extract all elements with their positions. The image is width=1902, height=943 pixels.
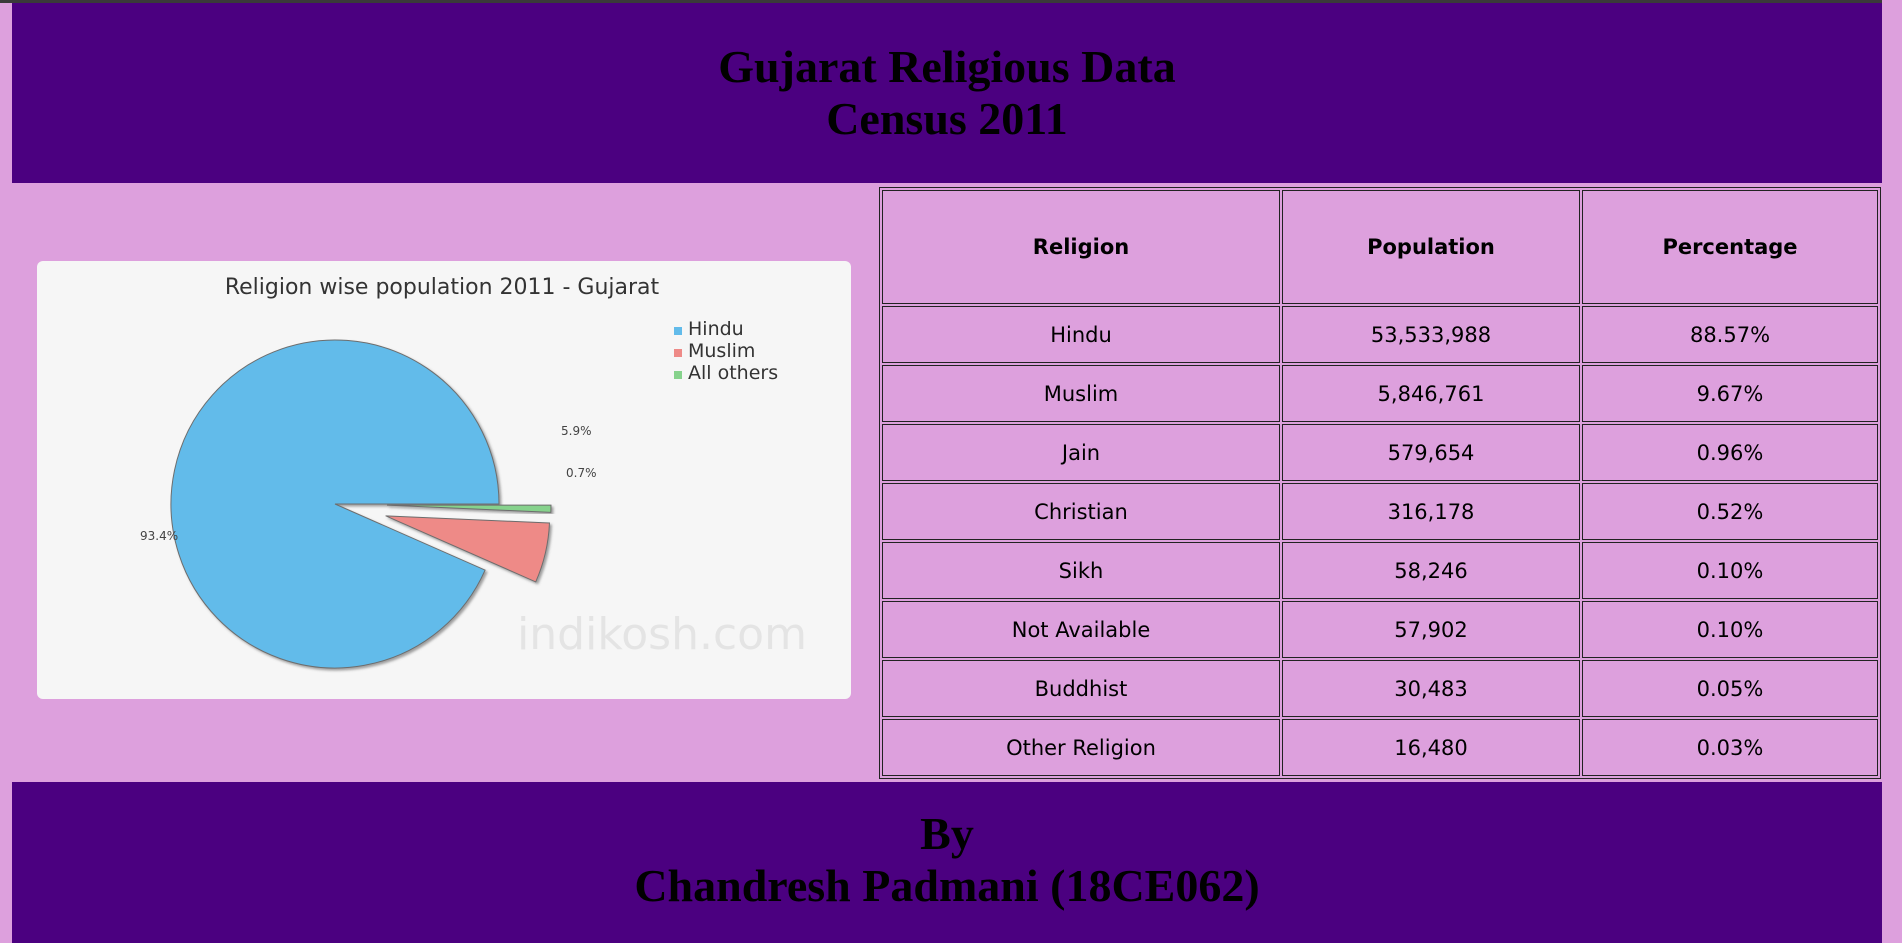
table-row: Hindu 53,533,988 88.57%	[882, 306, 1878, 363]
cell-percentage: 0.52%	[1582, 483, 1878, 540]
page-subtitle: Census 2011	[826, 93, 1068, 144]
cell-religion: Christian	[882, 483, 1280, 540]
table-row: Buddhist 30,483 0.05%	[882, 660, 1878, 717]
legend-swatch	[674, 371, 682, 379]
column-header-percentage: Percentage	[1582, 190, 1878, 304]
religion-data-table: Religion Population Percentage Hindu 53,5…	[879, 187, 1881, 779]
table-row: Jain 579,654 0.96%	[882, 424, 1878, 481]
pie-chart-image: Religion wise population 2011 - Gujarat …	[37, 261, 851, 699]
pie-slice-muslim	[385, 515, 551, 583]
cell-percentage: 0.10%	[1582, 542, 1878, 599]
footer-author: Chandresh Padmani (18CE062)	[634, 859, 1260, 911]
chart-watermark: indikosh.com	[517, 609, 807, 660]
cell-religion: Jain	[882, 424, 1280, 481]
cell-percentage: 0.10%	[1582, 601, 1878, 658]
cell-percentage: 88.57%	[1582, 306, 1878, 363]
table-row: Sikh 58,246 0.10%	[882, 542, 1878, 599]
pie-slice-hindu	[170, 339, 500, 669]
legend-label: Hindu	[688, 318, 744, 340]
table-header-row: Religion Population Percentage	[882, 190, 1878, 304]
pie-slice-label: 0.7%	[566, 466, 597, 480]
cell-population: 58,246	[1282, 542, 1580, 599]
page-title: Gujarat Religious Data	[718, 41, 1176, 92]
scrollbar[interactable]	[1882, 0, 1902, 943]
legend-swatch	[674, 349, 682, 357]
cell-religion: Not Available	[882, 601, 1280, 658]
column-header-population: Population	[1282, 190, 1580, 304]
cell-percentage: 0.03%	[1582, 719, 1878, 776]
chart-title: Religion wise population 2011 - Gujarat	[225, 275, 660, 300]
table-row: Other Religion 16,480 0.03%	[882, 719, 1878, 776]
cell-percentage: 9.67%	[1582, 365, 1878, 422]
cell-population: 53,533,988	[1282, 306, 1580, 363]
window-top-border	[0, 0, 1902, 3]
cell-population: 30,483	[1282, 660, 1580, 717]
cell-population: 16,480	[1282, 719, 1580, 776]
legend-swatch	[674, 327, 682, 335]
column-header-religion: Religion	[882, 190, 1280, 304]
footer-by: By	[920, 807, 974, 859]
cell-religion: Other Religion	[882, 719, 1280, 776]
cell-percentage: 0.05%	[1582, 660, 1878, 717]
pie-slice-label: 5.9%	[561, 424, 592, 438]
pie-slice-label: 93.4%	[140, 529, 178, 543]
cell-religion: Muslim	[882, 365, 1280, 422]
pie-chart: Religion wise population 2011 - Gujarat …	[140, 275, 807, 669]
legend-label: Muslim	[688, 340, 755, 362]
cell-population: 316,178	[1282, 483, 1580, 540]
cell-population: 579,654	[1282, 424, 1580, 481]
page-footer: By Chandresh Padmani (18CE062)	[12, 782, 1882, 943]
cell-religion: Sikh	[882, 542, 1280, 599]
cell-percentage: 0.96%	[1582, 424, 1878, 481]
cell-religion: Hindu	[882, 306, 1280, 363]
table-row: Muslim 5,846,761 9.67%	[882, 365, 1878, 422]
legend-label: All others	[688, 362, 778, 384]
table-row: Not Available 57,902 0.10%	[882, 601, 1878, 658]
table-row: Christian 316,178 0.52%	[882, 483, 1878, 540]
pie-slice-all-others	[386, 504, 552, 513]
cell-population: 5,846,761	[1282, 365, 1580, 422]
cell-religion: Buddhist	[882, 660, 1280, 717]
cell-population: 57,902	[1282, 601, 1580, 658]
page-header: Gujarat Religious Data Census 2011	[12, 3, 1882, 183]
